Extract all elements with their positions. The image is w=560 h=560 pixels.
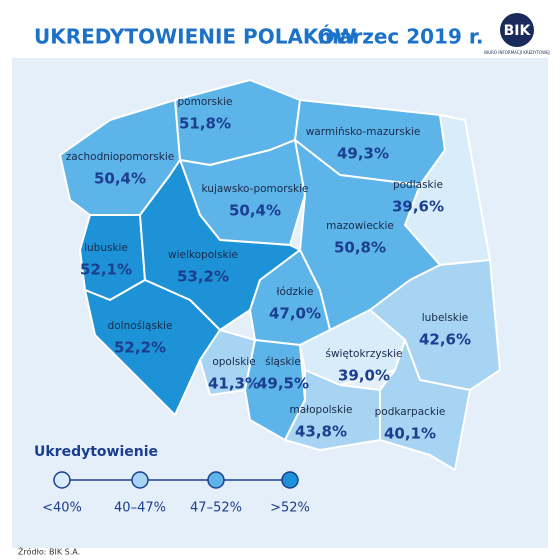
region	[284, 369, 381, 451]
region-name: zachodniopomorskie	[66, 151, 174, 163]
region	[199, 329, 256, 396]
legend-label: 40–47%	[114, 501, 166, 516]
legend-swatch	[53, 471, 71, 489]
region-name: dolnośląskie	[108, 320, 173, 332]
region-value: 39,0%	[338, 367, 390, 385]
region-name: opolskie	[212, 356, 255, 368]
region-value: 49,5%	[257, 375, 309, 393]
region-value: 50,4%	[94, 170, 146, 188]
legend-swatch	[281, 471, 299, 489]
region-value: 52,2%	[114, 339, 166, 357]
region-value: 41,3%	[208, 375, 260, 393]
region-name: małopolskie	[289, 404, 352, 416]
region-value: 47,0%	[269, 305, 321, 323]
region-name: podkarpackie	[375, 406, 446, 418]
legend-label: <40%	[42, 501, 82, 516]
logo: BIK	[504, 23, 532, 39]
logo-caption: BIURO INFORMACJI KREDYTOWEJ	[484, 50, 549, 55]
title: UKREDYTOWIENIE POLAKÓW	[34, 25, 357, 49]
region-value: 53,2%	[177, 268, 229, 286]
logo-circle	[500, 13, 534, 47]
region-value: 40,1%	[384, 425, 436, 443]
region-name: warmińsko-mazurskie	[306, 126, 421, 138]
region-name: pomorskie	[178, 96, 233, 108]
legend: Ukredytowienie <40% 40–47% 47–52% >52%	[34, 444, 310, 516]
region-value: 51,8%	[179, 115, 231, 133]
map: pomorskie 51,8% warmińsko-mazurskie 49,3% za…	[59, 79, 501, 471]
region-name: kujawsko-pomorskie	[202, 183, 309, 195]
region-value: 50,8%	[334, 239, 386, 257]
region-name: łódzkie	[276, 286, 313, 298]
region-name: śląskie	[265, 356, 301, 368]
legend-label: >52%	[270, 501, 310, 516]
region-value: 42,6%	[419, 331, 471, 349]
region-value: 43,8%	[295, 423, 347, 441]
subtitle: marzec 2019 r.	[318, 25, 483, 49]
legend-label: 47–52%	[190, 501, 242, 516]
region-name: lubuskie	[84, 242, 128, 254]
region-value: 52,1%	[80, 261, 132, 279]
legend-swatch	[207, 471, 225, 489]
region	[379, 339, 471, 471]
legend-swatch	[131, 471, 149, 489]
region-value: 50,4%	[229, 202, 281, 220]
region-value: 39,6%	[392, 198, 444, 216]
legend-title: Ukredytowienie	[34, 444, 158, 460]
region-value: 49,3%	[337, 145, 389, 163]
region-name: mazowieckie	[326, 220, 394, 232]
region-name: podlaskie	[393, 179, 443, 191]
region-name: świętokrzyskie	[325, 348, 402, 360]
region-name: lubelskie	[422, 312, 469, 324]
region-name: wielkopolskie	[168, 249, 238, 261]
source: Źródło: BIK S.A.	[18, 546, 80, 557]
